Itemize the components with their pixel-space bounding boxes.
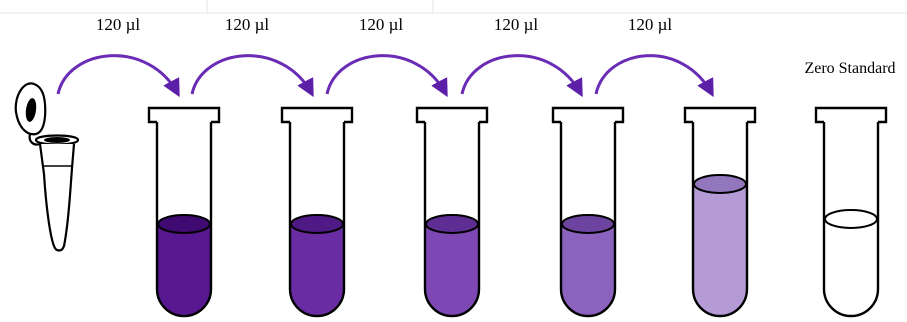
tube-2 xyxy=(280,106,354,318)
volume-label-4: 120 µl xyxy=(494,15,539,34)
tube-rim xyxy=(683,106,757,124)
liquid-surface xyxy=(561,214,615,234)
tube-rim xyxy=(551,106,625,124)
tube-rim xyxy=(280,106,354,124)
volume-label-2: 120 µl xyxy=(225,15,270,34)
stock-microtube-icon xyxy=(14,82,80,252)
tube-1 xyxy=(147,106,221,318)
liquid xyxy=(561,224,615,316)
tube-5 xyxy=(683,106,757,318)
zero-standard-label: Zero Standard xyxy=(804,60,895,77)
liquid-surface xyxy=(157,214,211,234)
volume-label-1: 120 µl xyxy=(96,15,141,34)
tube-rim xyxy=(147,106,221,124)
tube-body xyxy=(423,122,481,318)
tube-rim xyxy=(814,106,888,124)
tube-body xyxy=(288,122,346,318)
transfer-arrow-5 xyxy=(594,54,714,98)
volume-label-3: 120 µl xyxy=(359,15,404,34)
tube-4 xyxy=(551,106,625,318)
tube-body xyxy=(559,122,617,318)
liquid-surface xyxy=(824,209,878,229)
tube-rim xyxy=(415,106,489,124)
tube-body xyxy=(155,122,213,318)
liquid-surface xyxy=(425,214,479,234)
transfer-arrows xyxy=(56,54,714,98)
transfer-arrow-1 xyxy=(56,54,180,98)
liquid xyxy=(425,224,479,316)
transfer-arrow-3 xyxy=(325,54,448,98)
tube-body xyxy=(691,122,749,318)
liquid-surface xyxy=(290,214,344,234)
liquid xyxy=(693,184,747,316)
top-divider-lines xyxy=(0,0,907,14)
dilution-tubes xyxy=(147,106,888,318)
volume-labels: 120 µl 120 µl 120 µl 120 µl 120 µl xyxy=(96,15,673,34)
liquid xyxy=(157,224,211,316)
volume-label-5: 120 µl xyxy=(628,15,673,34)
transfer-arrow-2 xyxy=(190,54,314,98)
liquid-surface xyxy=(693,174,747,194)
transfer-arrow-4 xyxy=(460,54,583,98)
tube-3 xyxy=(415,106,489,318)
tube-zero-standard xyxy=(814,106,888,318)
liquid xyxy=(290,224,344,316)
tube-body xyxy=(822,122,880,318)
